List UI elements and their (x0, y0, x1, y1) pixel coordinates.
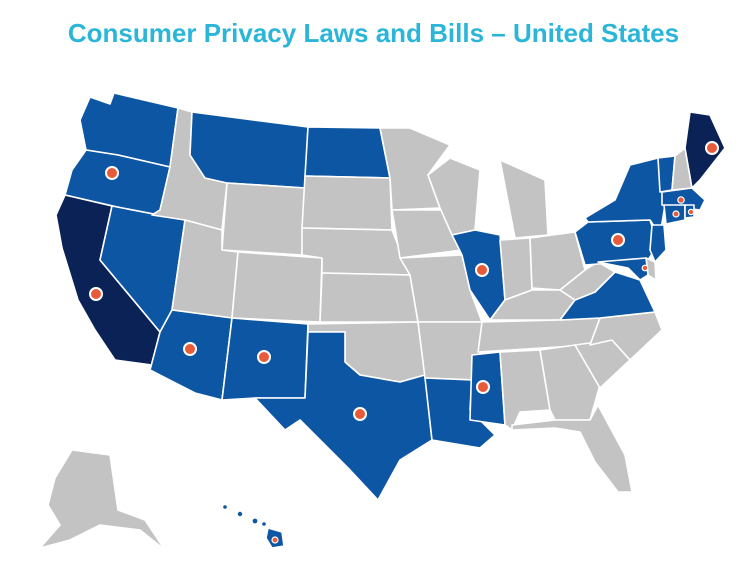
marker-HI (271, 536, 279, 544)
marker-CA (89, 287, 103, 301)
marker-CT (672, 210, 680, 218)
state-MT[interactable] (189, 111, 309, 189)
state-TX[interactable] (254, 331, 433, 501)
state-MI[interactable] (499, 159, 549, 239)
marker-RI (687, 208, 695, 216)
marker-TX (353, 407, 367, 421)
marker-MS (476, 380, 490, 394)
marker-PA (611, 233, 625, 247)
marker-ME (705, 141, 719, 155)
marker-MA (677, 196, 685, 204)
marker-NM (257, 350, 271, 364)
state-SD[interactable] (301, 175, 393, 231)
state-WY[interactable] (221, 182, 306, 256)
state-AK[interactable] (39, 449, 166, 551)
state-KS[interactable] (319, 272, 419, 323)
marker-IL (475, 263, 489, 277)
state-ME[interactable] (684, 111, 726, 189)
state-FL[interactable] (511, 404, 633, 493)
state-MD[interactable] (597, 257, 649, 281)
map-title: Consumer Privacy Laws and Bills – United… (67, 18, 680, 48)
marker-MD (641, 264, 649, 272)
state-NJ[interactable] (649, 224, 667, 263)
marker-OR (105, 166, 119, 180)
state-ND[interactable] (304, 126, 391, 179)
state-CO[interactable] (231, 251, 323, 323)
marker-AZ (183, 342, 197, 356)
state-IN[interactable] (499, 237, 533, 301)
